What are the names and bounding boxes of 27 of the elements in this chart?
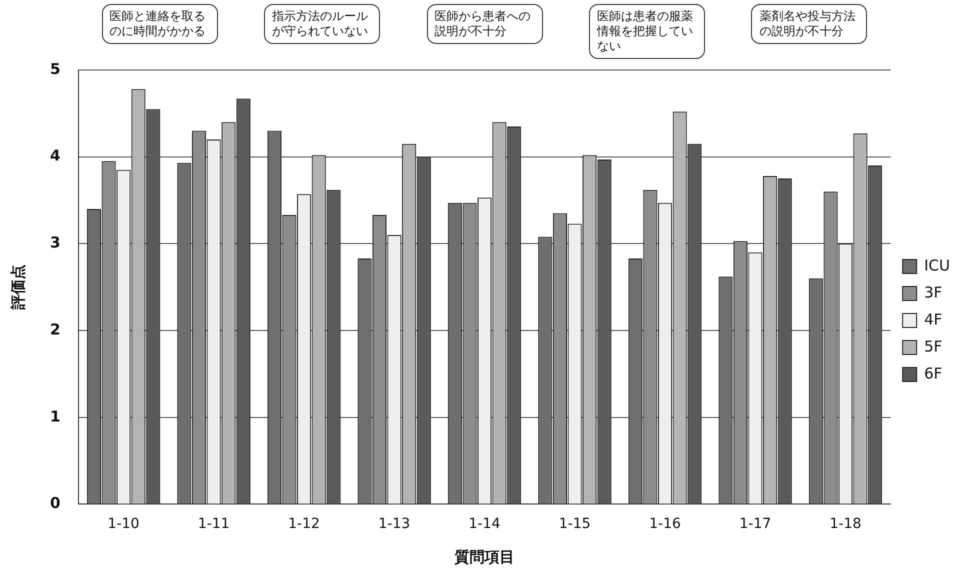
text: 薬剤名や投与方法の説明が不十分 <box>751 4 868 44</box>
legend-label: 4F <box>924 310 942 328</box>
x-tick-label: 1-10 <box>108 516 140 532</box>
y-tick-label: 4 <box>50 146 60 165</box>
text: 医師と連絡を取るのに時間がかかる <box>102 4 218 44</box>
y-tick-label: 5 <box>50 60 60 78</box>
x-tick-label: 1-17 <box>739 516 772 532</box>
x-tick-label: 1-13 <box>378 516 410 532</box>
x-axis-title: 質問項目 <box>454 548 515 566</box>
legend-label: 5F <box>924 337 942 356</box>
y-tick-label: 3 <box>50 234 60 252</box>
x-tick-label: 1-12 <box>288 516 320 532</box>
x-tick-label: 1-11 <box>198 516 230 532</box>
y-axis-title: 評価点 <box>8 264 27 311</box>
text: 医師は患者の服薬情報を把握していない <box>588 4 705 59</box>
legend-label: 6F <box>924 364 942 382</box>
x-tick-label: 1-15 <box>558 516 591 532</box>
x-tick-label: 1-14 <box>468 516 501 532</box>
y-tick-label: 1 <box>50 407 60 426</box>
y-tick-label: 0 <box>50 494 60 512</box>
x-tick-label: 1-16 <box>649 516 681 532</box>
legend-label: 3F <box>924 283 942 302</box>
x-tick-label: 1-18 <box>830 516 862 532</box>
text: 医師から患者への説明が不十分 <box>426 4 543 44</box>
y-tick-label: 2 <box>50 320 60 338</box>
text: 指示方法のルールが守られていない <box>264 4 380 44</box>
legend-label: ICU <box>924 256 950 274</box>
